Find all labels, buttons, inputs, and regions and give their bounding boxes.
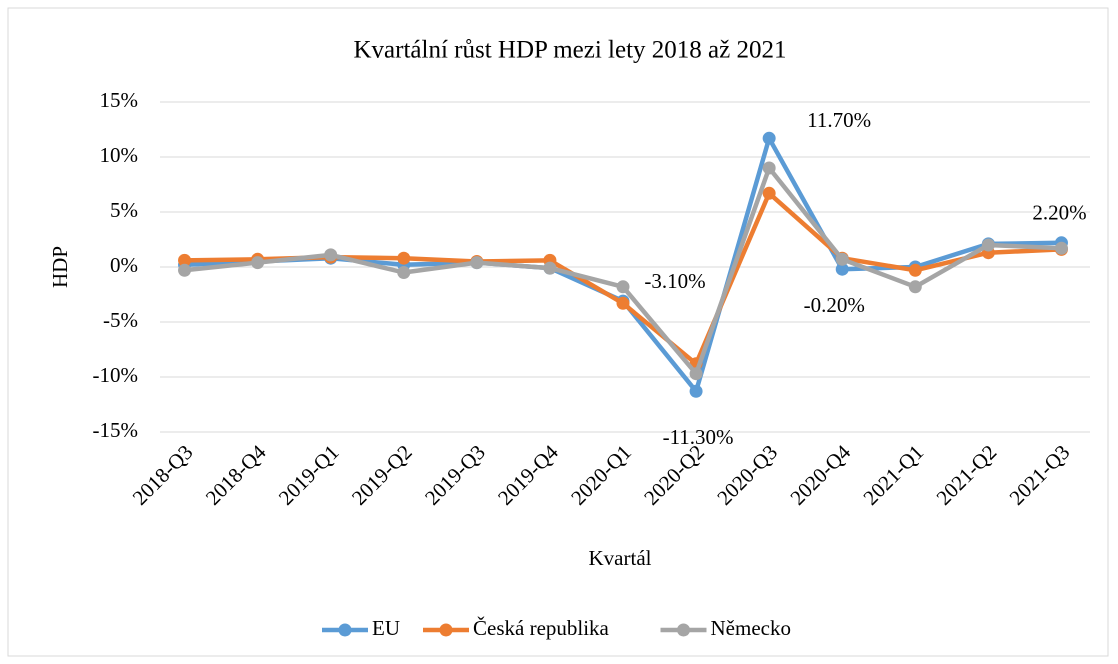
legend-marker <box>439 623 453 637</box>
data-point <box>689 384 703 398</box>
data-point <box>1054 241 1068 255</box>
y-tick-label: 5% <box>110 198 138 222</box>
data-point <box>178 253 192 267</box>
data-point <box>470 256 484 270</box>
data-point <box>762 161 776 175</box>
data-point <box>616 280 630 294</box>
data-label: -3.10% <box>644 269 705 293</box>
legend-label: EU <box>372 616 400 640</box>
chart-title: Kvartální růst HDP mezi lety 2018 až 202… <box>353 37 786 64</box>
legend-label: Česká republika <box>473 616 610 640</box>
legend-marker <box>338 623 352 637</box>
x-axis-label: Kvartál <box>589 546 652 570</box>
data-label: 11.70% <box>807 108 871 132</box>
data-point <box>178 263 192 277</box>
data-point <box>543 261 557 275</box>
data-point <box>981 238 995 252</box>
data-point <box>397 251 411 265</box>
data-point <box>835 262 849 276</box>
data-label: 2.20% <box>1032 201 1086 225</box>
data-point <box>689 367 703 381</box>
data-point <box>762 131 776 145</box>
data-point <box>762 186 776 200</box>
y-tick-label: 10% <box>100 143 139 167</box>
data-point <box>324 248 338 262</box>
y-tick-label: 0% <box>110 253 138 277</box>
data-point <box>908 280 922 294</box>
data-point <box>908 263 922 277</box>
data-point <box>397 266 411 279</box>
y-tick-label: -5% <box>103 308 138 332</box>
y-tick-label: -15% <box>93 418 139 442</box>
data-label: -0.20% <box>804 293 865 317</box>
data-point <box>835 252 849 266</box>
data-label: -11.30% <box>663 425 734 449</box>
legend-marker <box>677 623 690 637</box>
y-axis-label: HDP <box>48 246 72 288</box>
y-tick-label: 15% <box>100 88 139 112</box>
data-point <box>251 256 265 270</box>
legend-label: Německo <box>711 616 791 640</box>
y-tick-label: -10% <box>93 363 139 387</box>
chart-frame <box>7 7 1109 657</box>
data-point <box>616 296 630 310</box>
